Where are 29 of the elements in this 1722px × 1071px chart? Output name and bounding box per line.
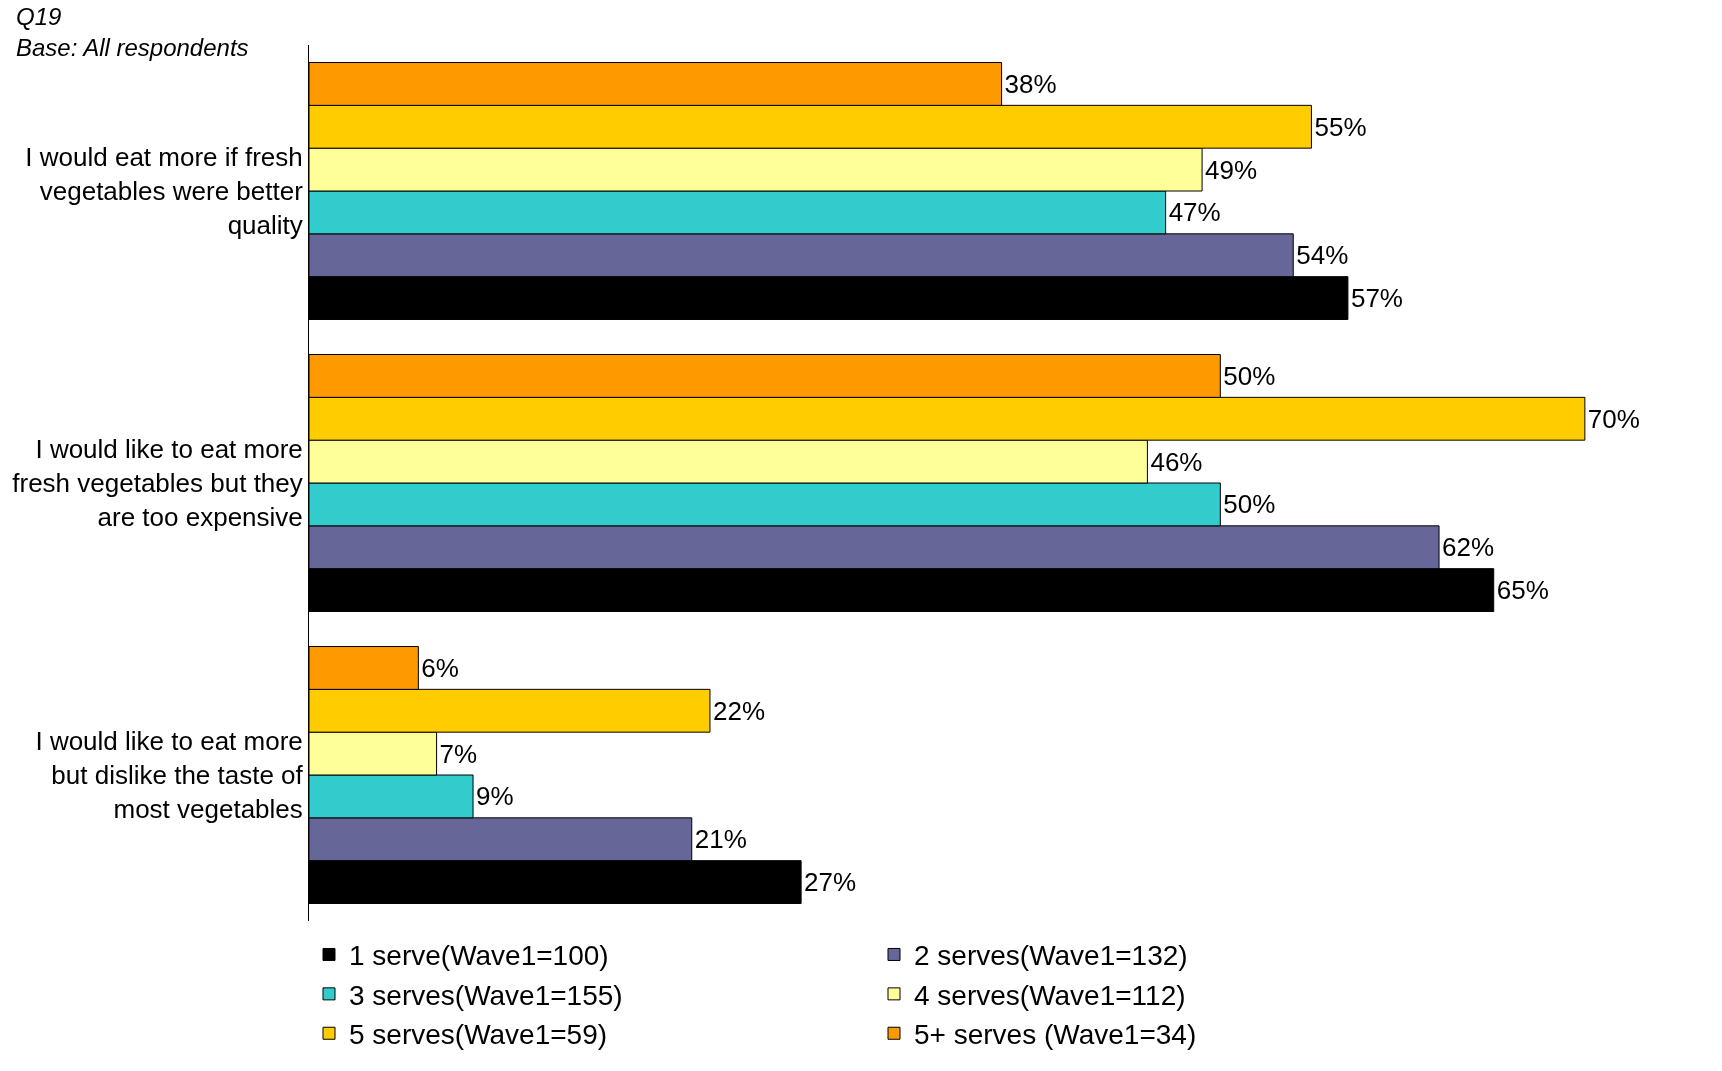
data-label: 21% <box>694 824 747 855</box>
data-label: 55% <box>1314 111 1367 142</box>
data-label: 49% <box>1205 154 1258 185</box>
y-tick-label: I would like to eat more fresh vegetables but they are too expensive <box>12 434 303 532</box>
data-label: 54% <box>1296 240 1349 271</box>
text: Q19 <box>16 3 62 30</box>
data-label: 22% <box>712 695 766 726</box>
legend-label: 1 serve(Wave1=100) <box>349 940 609 972</box>
data-label: 6% <box>421 652 459 683</box>
data-label: 27% <box>804 867 857 898</box>
legend-label: 5 serves(Wave1=59) <box>349 1019 608 1051</box>
data-label: 7% <box>439 738 478 769</box>
data-label: 62% <box>1442 532 1495 563</box>
data-label: 38% <box>1004 68 1057 99</box>
legend-label: 2 serves(Wave1=132) <box>914 940 1188 972</box>
data-label: 46% <box>1150 446 1203 477</box>
y-tick-label: I would eat more if fresh vegetables were better quality <box>25 142 304 240</box>
data-label: 57% <box>1350 283 1403 314</box>
data-label: 65% <box>1496 575 1549 606</box>
legend-label: 3 serves(Wave1=155) <box>349 979 623 1011</box>
data-label: 50% <box>1223 489 1276 520</box>
data-label: 70% <box>1587 403 1640 434</box>
legend-label: 4 serves(Wave1=112) <box>914 979 1186 1011</box>
legend-label: 5+ serves (Wave1=34) <box>914 1019 1197 1051</box>
y-tick-label: I would like to eat more but dislike the taste of most vegetables <box>35 726 304 824</box>
data-label: 47% <box>1168 197 1221 228</box>
text: Base: All respondents <box>16 34 249 61</box>
data-label: 9% <box>476 781 514 812</box>
data-label: 50% <box>1223 360 1276 391</box>
